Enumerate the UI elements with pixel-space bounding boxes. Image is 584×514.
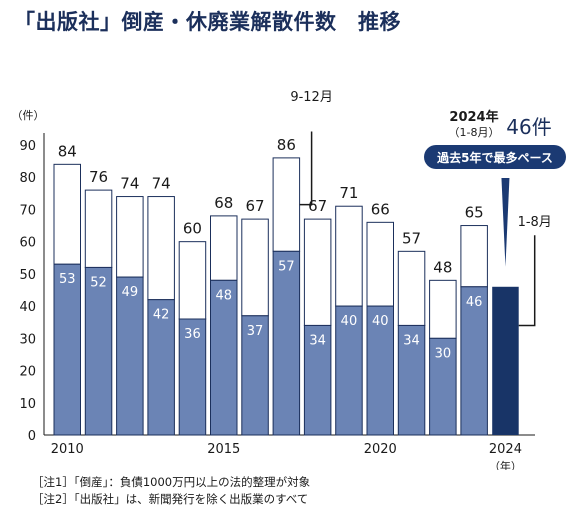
data-label-jan-aug: 30: [435, 346, 452, 361]
bar-jan-aug: [178, 318, 207, 436]
x-tick-label: 2010: [51, 442, 84, 457]
bar-jan-aug: [241, 315, 269, 436]
y-tick-label: 70: [19, 203, 36, 218]
bar-sep-dec: [84, 189, 113, 268]
x-tick-label: 2020: [364, 442, 397, 457]
current-year-title: 2024年: [449, 109, 498, 125]
bar-jan-aug: [116, 276, 144, 436]
bar-jan-aug: [429, 337, 457, 436]
page-title: 「出版社」倒産・休廃業解散件数 推移: [14, 10, 401, 34]
data-label-jan-aug: 36: [184, 327, 201, 342]
data-label-jan-aug: 42: [153, 308, 170, 323]
bar-sep-dec: [241, 218, 269, 317]
data-label-jan-aug: 46: [466, 295, 483, 310]
current-year-period: （1-8月）: [449, 126, 500, 139]
data-label-total: 60: [183, 220, 202, 238]
data-label-total: 67: [246, 197, 265, 215]
data-label-total: 57: [402, 229, 421, 247]
bar-sep-dec: [429, 279, 457, 339]
data-label-total: 67: [308, 197, 327, 215]
bar-sep-dec: [397, 250, 426, 326]
y-tick-label: 80: [19, 171, 36, 186]
x-tick-label: 2015: [207, 442, 240, 457]
x-tick-label: 2024: [489, 442, 522, 457]
data-label-total: 84: [58, 142, 77, 160]
data-label-jan-aug: 48: [215, 288, 232, 303]
data-label-jan-aug: 34: [403, 333, 420, 348]
y-tick-label: 0: [28, 429, 36, 444]
y-tick-label: 60: [19, 236, 36, 251]
pointer-arrow: [501, 178, 510, 267]
bar-chart: （件） 0 10 20 30 40 50 60 70 80 90 53 84 52 76 49 74 42 74 36…: [12, 90, 566, 470]
y-tick-label: 50: [19, 268, 36, 283]
data-label-total: 65: [465, 204, 484, 222]
data-label-jan-aug: 37: [247, 324, 264, 339]
bar-2024-jan-aug: [492, 286, 519, 435]
data-label-jan-aug: 53: [59, 272, 76, 287]
data-label-total: 48: [433, 258, 452, 276]
data-label-jan-aug: 49: [122, 285, 139, 300]
bar-sep-dec: [460, 225, 488, 288]
bar-sep-dec: [147, 196, 175, 301]
bar-sep-dec: [210, 215, 238, 281]
bar-sep-dec: [116, 196, 144, 278]
bar-jan-aug: [366, 305, 394, 436]
data-label-total: 76: [89, 168, 108, 186]
y-tick-label: 10: [19, 397, 36, 412]
bar-jan-aug: [303, 324, 332, 436]
current-year-value: 46件: [506, 115, 551, 139]
data-label-total: 68: [214, 194, 233, 212]
bar-sep-dec: [303, 218, 332, 326]
bar-sep-dec: [178, 241, 207, 320]
bar-jan-aug: [210, 279, 238, 436]
bar-jan-aug: [53, 263, 81, 436]
y-tick-label: 20: [19, 365, 36, 380]
data-label-jan-aug: 40: [341, 314, 358, 329]
bar-sep-dec: [366, 221, 394, 307]
y-tick-label: 30: [19, 332, 36, 347]
bar-jan-aug: [272, 250, 301, 436]
data-label-jan-aug: 34: [309, 333, 326, 348]
data-label-jan-aug: 40: [372, 314, 389, 329]
bar-jan-aug: [147, 299, 175, 436]
callout-line-jan-aug: [518, 235, 536, 327]
data-label-total: 71: [339, 184, 358, 202]
bar-jan-aug: [84, 266, 113, 436]
data-label-total: 86: [277, 136, 296, 154]
data-label-total: 74: [152, 175, 171, 193]
pace-badge-label: 過去5年で最多ペース: [436, 150, 553, 165]
y-tick-label: 40: [19, 300, 36, 315]
footnote-1: ［注1］「倒産」：負債1000万円以上の法的整理が対象: [32, 475, 311, 489]
data-label-jan-aug: 52: [90, 275, 107, 290]
data-label-total: 66: [371, 200, 390, 218]
pace-badge: [424, 145, 566, 169]
data-label-jan-aug: 57: [278, 259, 295, 274]
callout-label-jan-aug: 1-8月: [518, 215, 552, 230]
callout-label-sep-dec: 9-12月: [290, 90, 333, 105]
bar-jan-aug: [335, 305, 363, 436]
bar-sep-dec: [53, 163, 81, 265]
footnote-2: ［注2］「出版社」は、新聞発行を除く出版業のすべて: [32, 492, 309, 506]
y-tick-label: 90: [19, 139, 36, 154]
bar-sep-dec: [335, 205, 363, 307]
data-label-total: 74: [120, 175, 139, 193]
bar-jan-aug: [460, 286, 488, 436]
x-axis-unit-label: （年）: [489, 459, 522, 470]
y-axis-unit-label: （件）: [12, 109, 45, 122]
bar-jan-aug: [397, 324, 426, 436]
callout-line-sep-dec: [299, 131, 313, 206]
bar-sep-dec: [272, 157, 301, 252]
